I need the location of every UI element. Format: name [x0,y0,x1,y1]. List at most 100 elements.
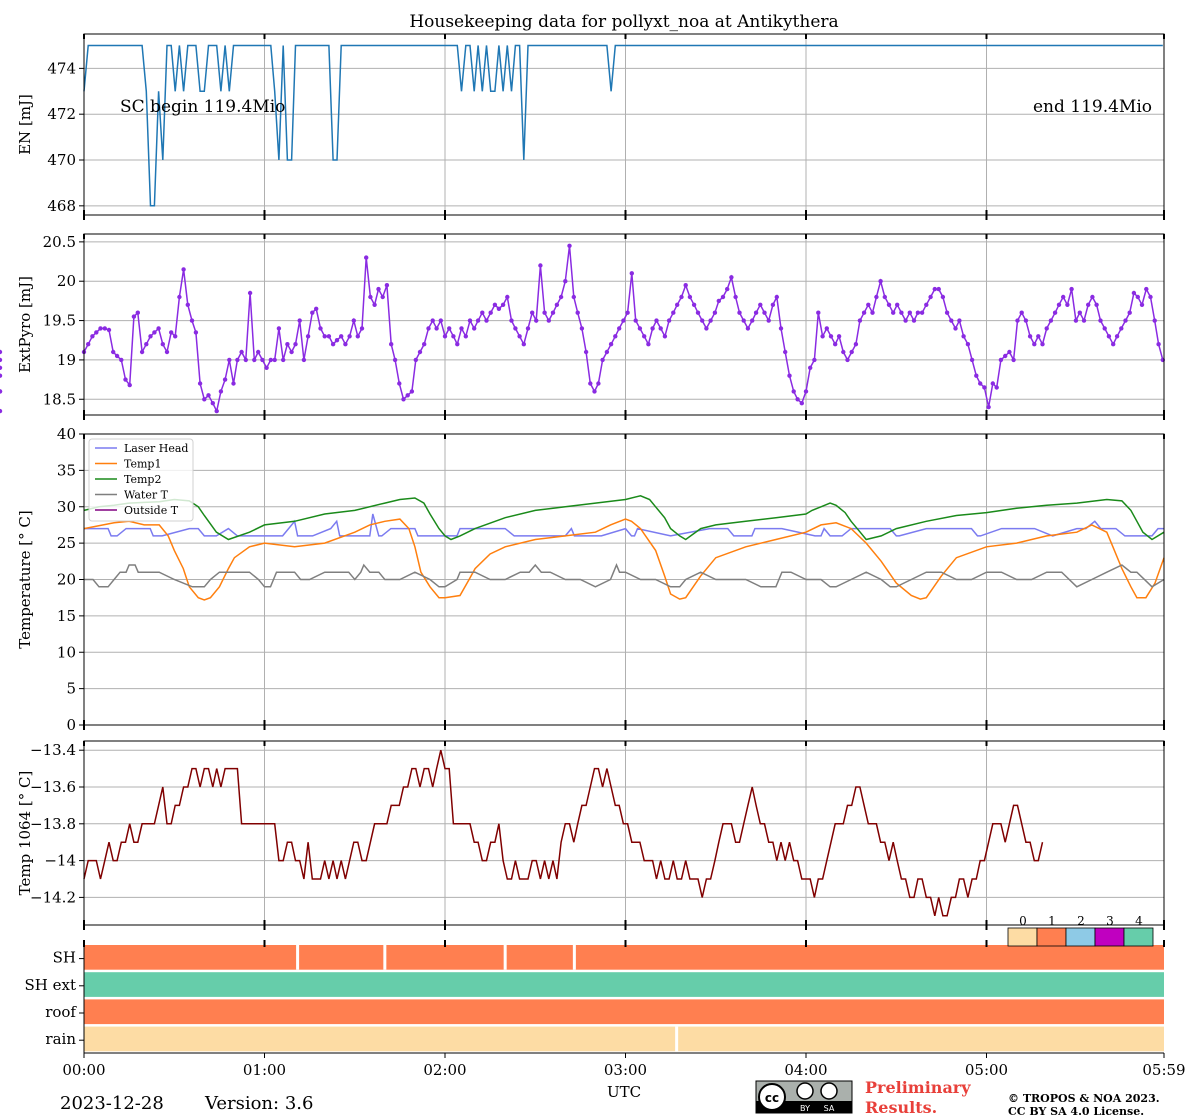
data-point [658,326,663,331]
data-point [1023,318,1029,323]
y-tick-label-0: −13.4 [30,741,76,759]
data-point [725,286,730,292]
data-point [94,330,99,335]
data-point [152,330,157,335]
data-point [384,283,390,288]
data-point [978,381,983,386]
data-point [534,318,539,323]
data-point [422,342,427,347]
data-point [1007,349,1012,355]
data-point [1156,342,1161,347]
data-point [986,404,991,410]
status-row-label: roof [45,1003,77,1021]
data-point [808,365,813,370]
y-axis-label: Temp 1064 [° C] [16,771,34,896]
data-point [720,294,726,300]
data-point [322,334,327,339]
y-tick-label-2: 19.5 [43,312,76,330]
data-point [704,326,709,331]
data-point [181,267,186,272]
status-gap-2 [503,945,507,970]
data-point [496,306,502,311]
y-axis-label: Temperature [° C] [16,510,34,649]
data-point [0,349,3,355]
y-tick-label-1: 19 [57,351,76,369]
data-point [708,318,713,323]
cc-license-badge: cc BY SA [755,1080,853,1114]
series-line-0 [83,750,1044,917]
x-axis-label: UTC [607,1083,641,1101]
data-point [861,310,867,315]
energy-panel: 468 470 472 474 EN [mJ] SC begin 119.4Mio end … [16,33,1165,220]
data-point [1094,302,1099,307]
data-point [700,318,705,323]
colorbar-tick-2: 2 [1077,914,1085,928]
data-point [409,389,415,394]
data-point [1044,326,1049,331]
y-tick-label-4: 20 [57,571,76,589]
status-row-rain [84,1026,1164,1052]
colorbar-tick-3: 3 [1106,914,1114,928]
legend-label-1: Temp1 [124,458,161,471]
data-point [1139,302,1145,307]
data-point [513,326,518,331]
data-point [1073,318,1079,323]
data-point [447,326,452,331]
data-point [173,334,178,339]
data-point [538,263,543,268]
colorbar-tick-1: 1 [1048,914,1056,928]
data-point [803,389,809,394]
data-point [330,342,336,347]
data-point [750,318,755,323]
data-point [102,326,108,331]
data-point [911,318,917,323]
data-point [281,357,286,363]
data-point [376,286,381,292]
data-point [1036,334,1041,339]
data-point [417,349,423,355]
data-point [459,326,464,331]
y-tick-label-5: 25 [57,534,76,552]
data-point [932,286,937,292]
data-point [841,349,846,355]
data-point [177,294,182,300]
data-point [368,294,373,300]
data-point [621,318,626,323]
series-line-0 [83,245,1164,414]
status-gap-3 [572,945,576,970]
data-point [334,338,340,343]
data-point [111,349,116,355]
data-point [600,357,605,363]
series-line-temp2 [83,495,1165,541]
data-point [0,365,3,370]
legend-label-3: Water T [124,489,169,502]
colorbar-swatch-4 [1123,927,1154,947]
data-point [467,318,473,323]
cc-icon [758,1083,786,1111]
data-point [716,298,721,304]
data-point [571,294,576,300]
data-point [505,294,510,300]
data-point [256,349,261,355]
data-point [961,334,966,339]
data-point [239,349,244,355]
status-row-sh-ext [84,972,1164,997]
data-point [285,342,290,347]
data-point [1061,294,1066,300]
legend-box [88,438,194,522]
sa-icon [820,1082,838,1100]
data-point [1015,318,1020,323]
data-point [998,357,1004,363]
data-point [355,334,360,339]
data-point [451,334,456,339]
y-tick-label-4: 20.5 [43,233,76,251]
data-point [297,318,302,323]
data-point [314,306,319,311]
data-point [870,310,875,315]
y-tick-label-1: 5 [66,680,76,698]
y-tick-label-8: 40 [57,425,76,443]
data-point [509,318,514,323]
data-point [339,334,344,339]
